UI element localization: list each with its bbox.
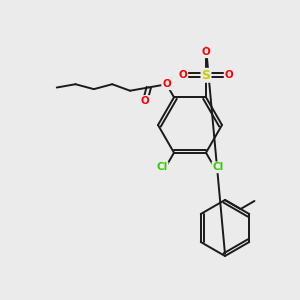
Text: O: O xyxy=(225,70,233,80)
Text: O: O xyxy=(162,79,171,89)
Text: O: O xyxy=(141,96,149,106)
Text: Cl: Cl xyxy=(212,162,224,172)
Text: Cl: Cl xyxy=(156,162,168,172)
Text: S: S xyxy=(202,69,211,82)
Text: O: O xyxy=(202,47,210,57)
Text: O: O xyxy=(178,70,188,80)
